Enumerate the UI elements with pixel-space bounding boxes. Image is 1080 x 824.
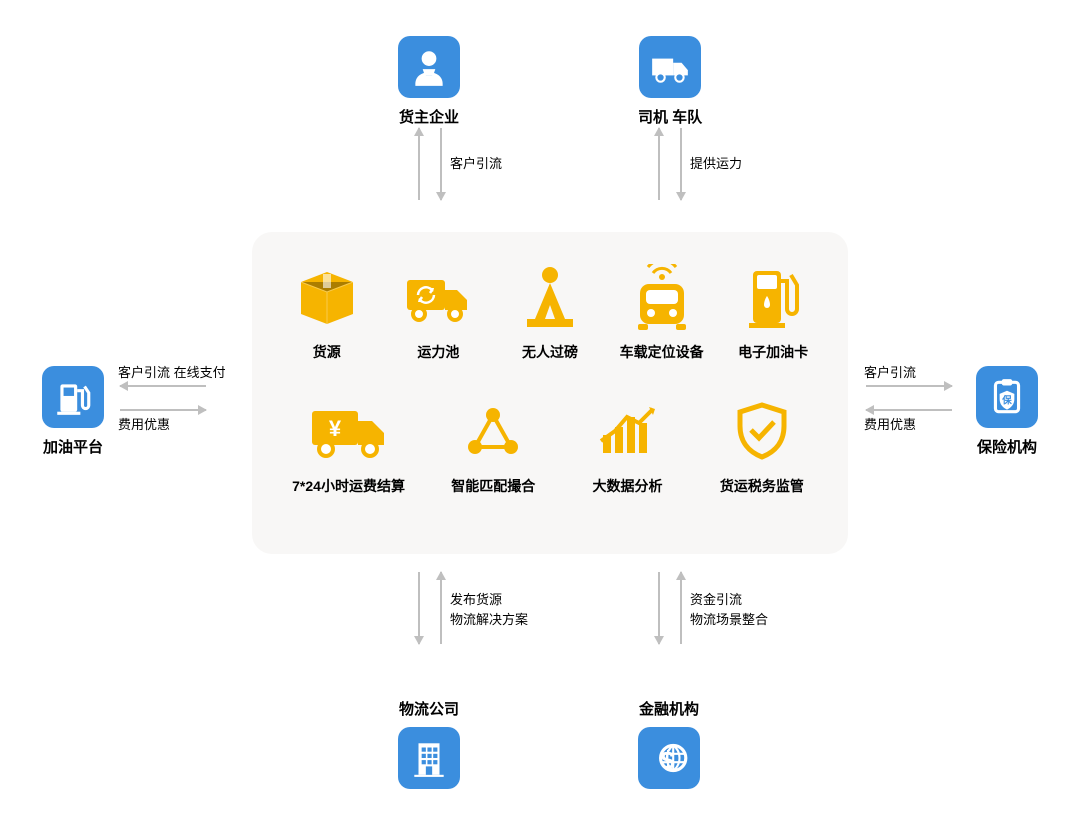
truck-icon <box>639 36 701 98</box>
connector-label: 提供运力 <box>690 154 742 174</box>
arrow-up <box>658 128 660 200</box>
entity-left: 加油平台 <box>42 366 104 457</box>
pump-icon <box>42 366 104 428</box>
connector-label: 客户引流 在线支付 <box>118 363 226 383</box>
connector-label: 资金引流物流场景整合 <box>690 590 768 630</box>
entity-label: 司机 车队 <box>638 106 702 127</box>
gps-car-icon <box>634 262 690 332</box>
arrow-up <box>680 572 682 644</box>
core-item-match-nodes: 智能匹配撮合 <box>447 396 539 496</box>
core-label: 运力池 <box>417 342 459 362</box>
core-item-recycle-truck: 运力池 <box>392 262 484 362</box>
arrow-up <box>418 128 420 200</box>
entity-label: 物流公司 <box>399 698 459 719</box>
connector-label: 发布货源物流解决方案 <box>450 590 528 630</box>
entity-top_right: 司机 车队 <box>638 36 702 127</box>
core-label: 大数据分析 <box>593 476 663 496</box>
building-icon <box>398 727 460 789</box>
core-item-bars-line: 大数据分析 <box>582 396 674 496</box>
arrow-left <box>120 385 206 387</box>
core-item-shield-check: 货运税务监管 <box>716 396 808 496</box>
entity-bot_right: 金融机构 $ <box>638 698 700 789</box>
entity-bot_left: 物流公司 <box>398 698 460 789</box>
arrow-right <box>866 385 952 387</box>
core-label: 货源 <box>313 342 341 362</box>
bars-line-icon <box>599 396 657 466</box>
shield-doc-icon: 保 <box>976 366 1038 428</box>
core-label: 货运税务监管 <box>720 476 804 496</box>
entity-top_left: 货主企业 <box>398 36 460 127</box>
connector-label: 客户引流 <box>864 363 916 383</box>
core-item-gps-car: 车载定位设备 <box>616 262 708 362</box>
shield-check-icon <box>736 396 788 466</box>
box-icon <box>295 262 359 332</box>
recycle-truck-icon <box>403 262 473 332</box>
entity-label: 金融机构 <box>639 698 699 719</box>
core-row-1: 货源 运力池 无人过磅 车载定位设备 电子加油卡 <box>280 262 820 362</box>
core-row-2: ¥ 7*24小时运费结算 智能匹配撮合 大数据分析 货运税务监管 <box>280 396 820 496</box>
svg-text:¥: ¥ <box>328 416 341 441</box>
svg-text:$: $ <box>661 747 675 775</box>
core-item-unmanned: 无人过磅 <box>504 262 596 362</box>
entity-label: 保险机构 <box>977 436 1037 457</box>
arrow-down <box>680 128 682 200</box>
connector-label: 费用优惠 <box>118 415 170 435</box>
entity-label: 加油平台 <box>43 436 103 457</box>
core-label: 无人过磅 <box>522 342 578 362</box>
unmanned-icon <box>527 262 573 332</box>
arrow-down <box>658 572 660 644</box>
svg-text:保: 保 <box>1001 394 1012 406</box>
core-item-yen-truck: ¥ 7*24小时运费结算 <box>292 396 405 496</box>
entity-right: 保保险机构 <box>976 366 1038 457</box>
connector-label: 客户引流 <box>450 154 502 174</box>
match-nodes-icon <box>465 396 521 466</box>
fuel-card-icon <box>747 262 799 332</box>
entity-label: 货主企业 <box>399 106 459 127</box>
core-label: 车载定位设备 <box>620 342 704 362</box>
connector-label: 费用优惠 <box>864 415 916 435</box>
arrow-down <box>440 128 442 200</box>
arrow-down <box>418 572 420 644</box>
core-item-box: 货源 <box>281 262 373 362</box>
core-label: 电子加油卡 <box>738 342 808 362</box>
core-item-fuel-card: 电子加油卡 <box>727 262 819 362</box>
dollar-globe-icon: $ <box>638 727 700 789</box>
yen-truck-icon: ¥ <box>308 396 390 466</box>
person-icon <box>398 36 460 98</box>
core-services-panel: 货源 运力池 无人过磅 车载定位设备 电子加油卡 ¥ 7*24小时运费结算 智能… <box>252 232 848 554</box>
arrow-right <box>120 409 206 411</box>
arrow-left <box>866 409 952 411</box>
core-label: 7*24小时运费结算 <box>292 476 405 496</box>
core-label: 智能匹配撮合 <box>451 476 535 496</box>
arrow-up <box>440 572 442 644</box>
